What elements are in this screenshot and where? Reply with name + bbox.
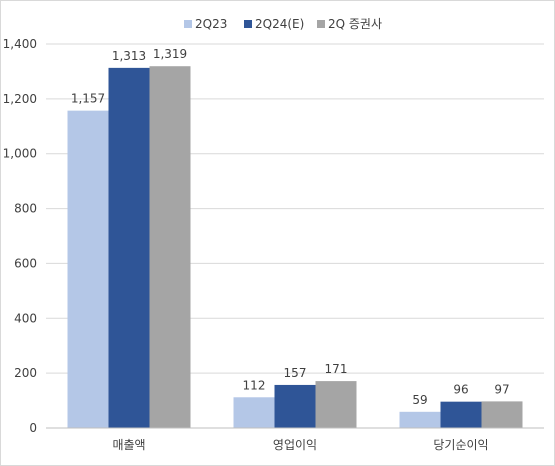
y-axis: 0 200 400 600 800 1,000 1,200 1,400 [3, 37, 37, 435]
legend-swatch [184, 20, 192, 28]
data-label: 171 [325, 362, 348, 376]
legend-swatch [244, 20, 252, 28]
legend-label: 2Q24(E) [255, 17, 304, 31]
data-label: 1,313 [112, 49, 146, 63]
y-tick-label: 1,000 [3, 147, 37, 161]
x-tick-label: 당기순이익 [433, 438, 488, 452]
legend-label: 2Q 증권사 [328, 17, 382, 31]
x-tick-label: 영업이익 [273, 438, 317, 452]
data-label: 59 [412, 393, 427, 407]
y-tick-label: 1,400 [3, 37, 37, 51]
data-labels: 1,157 1,313 1,319 112 157 171 59 96 97 [71, 47, 510, 407]
legend-swatch [317, 20, 325, 28]
bar [440, 401, 482, 428]
y-tick-label: 600 [14, 256, 37, 270]
y-tick-label: 800 [14, 202, 37, 216]
bar [108, 67, 150, 428]
bar [149, 66, 191, 429]
data-label: 157 [284, 366, 307, 380]
data-label: 1,157 [71, 92, 105, 106]
y-tick-label: 0 [29, 421, 37, 435]
legend-label: 2Q23 [195, 17, 227, 31]
data-label: 96 [453, 383, 468, 397]
bar [274, 384, 316, 428]
x-tick-label: 매출액 [112, 438, 145, 452]
bar [315, 381, 357, 428]
bars [67, 66, 523, 429]
bar [399, 411, 441, 428]
y-tick-label: 1,200 [3, 92, 37, 106]
bar [233, 397, 275, 428]
x-axis: 매출액 영업이익 당기순이익 [46, 427, 544, 452]
bar [67, 110, 109, 428]
data-label: 97 [494, 382, 509, 396]
bar [481, 401, 523, 428]
y-tick-label: 400 [14, 311, 37, 325]
data-label: 112 [243, 378, 266, 392]
y-tick-label: 200 [14, 366, 37, 380]
legend: 2Q23 2Q24(E) 2Q 증권사 [184, 17, 382, 31]
data-label: 1,319 [153, 47, 187, 61]
